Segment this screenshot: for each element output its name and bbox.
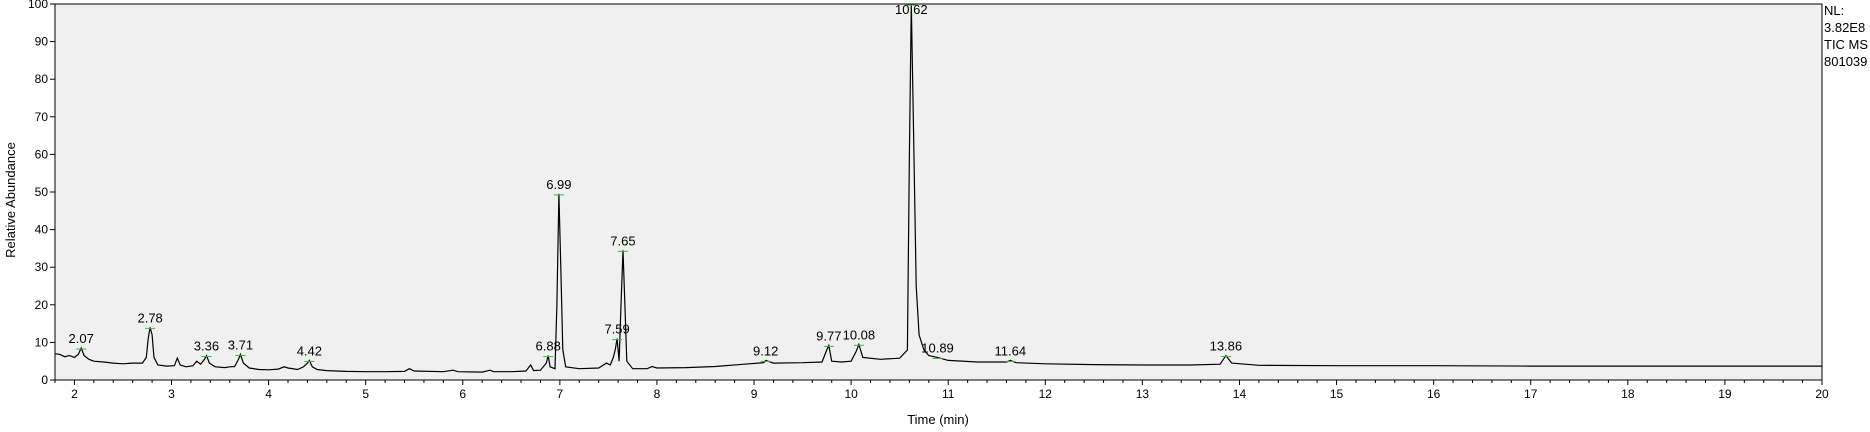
x-tick-label: 12: [1039, 387, 1053, 401]
x-tick-label: 7: [557, 387, 564, 401]
scan-filter: TIC MS: [1824, 37, 1869, 52]
peak-label: 9.12: [753, 343, 778, 358]
x-tick-label: 19: [1718, 387, 1732, 401]
peak-label: 13.86: [1210, 339, 1243, 354]
x-tick-label: 17: [1524, 387, 1538, 401]
y-tick-label: 70: [35, 110, 49, 124]
y-tick-label: 80: [35, 72, 49, 86]
plot-background: [54, 3, 1823, 381]
peak-label: 10.08: [843, 327, 876, 342]
y-tick-label: 50: [35, 185, 49, 199]
x-tick-label: 2: [71, 387, 78, 401]
x-tick-label: 10: [844, 387, 858, 401]
y-tick-label: 100: [28, 0, 48, 11]
peak-label: 3.36: [194, 339, 219, 354]
x-tick-label: 4: [265, 387, 272, 401]
peak-label: 2.78: [137, 310, 162, 325]
x-tick-label: 6: [459, 387, 466, 401]
y-tick-label: 60: [35, 147, 49, 161]
x-axis-label: Time (min): [907, 412, 969, 427]
x-tick-label: 14: [1233, 387, 1247, 401]
y-tick-label: 0: [41, 373, 48, 387]
x-tick-label: 11: [942, 387, 955, 401]
file-id: 801039: [1824, 54, 1868, 69]
peak-labels: 2.07 2.78 3.36 3.71 4.42 6.88 6.99 7.59 7.65 9.12…: [69, 2, 1243, 362]
peak-label: 10.89: [921, 340, 954, 355]
x-tick-label: 5: [362, 387, 369, 401]
x-tick-label: 20: [1815, 387, 1829, 401]
peak-label: 3.71: [228, 337, 253, 352]
x-axis: 2 3 4 5 6 7 8 9 10 11 12 13 14 15 16 17 18 19 20: [54, 380, 1829, 401]
y-tick-label: 90: [35, 35, 49, 49]
y-axis-label: Relative Abundance: [3, 142, 18, 258]
x-tick-label: 8: [654, 387, 661, 401]
peak-label: 7.59: [604, 322, 629, 337]
x-tick-label: 18: [1621, 387, 1635, 401]
y-tick-label: 10: [35, 335, 49, 349]
peak-label: 9.77: [816, 328, 841, 343]
y-tick-label: 30: [35, 260, 49, 274]
peak-label: 2.07: [69, 331, 94, 346]
peak-label: 10.62: [895, 2, 928, 17]
y-tick-label: 40: [35, 223, 49, 237]
y-axis: 0 10 20 30 40 50 60 70 80 90 100: [28, 0, 55, 387]
x-tick-label: 3: [168, 387, 175, 401]
peak-label: 6.99: [546, 177, 571, 192]
y-tick-label: 20: [35, 298, 49, 312]
peak-label: 7.65: [610, 233, 635, 248]
peak-label: 11.64: [995, 343, 1027, 358]
normalization-info: NL: 3.82E8 TIC MS 801039: [1824, 2, 1868, 70]
tic-trace-line: [54, 3, 1822, 373]
x-tick-label: 15: [1330, 387, 1344, 401]
x-tick-label: 13: [1136, 387, 1150, 401]
x-tick-label: 9: [751, 387, 758, 401]
x-tick-label: 16: [1427, 387, 1441, 401]
peak-label: 6.88: [536, 339, 561, 354]
nl-value: 3.82E8: [1824, 20, 1866, 35]
peak-label: 4.42: [297, 343, 322, 358]
nl-label: NL:: [1824, 3, 1845, 18]
